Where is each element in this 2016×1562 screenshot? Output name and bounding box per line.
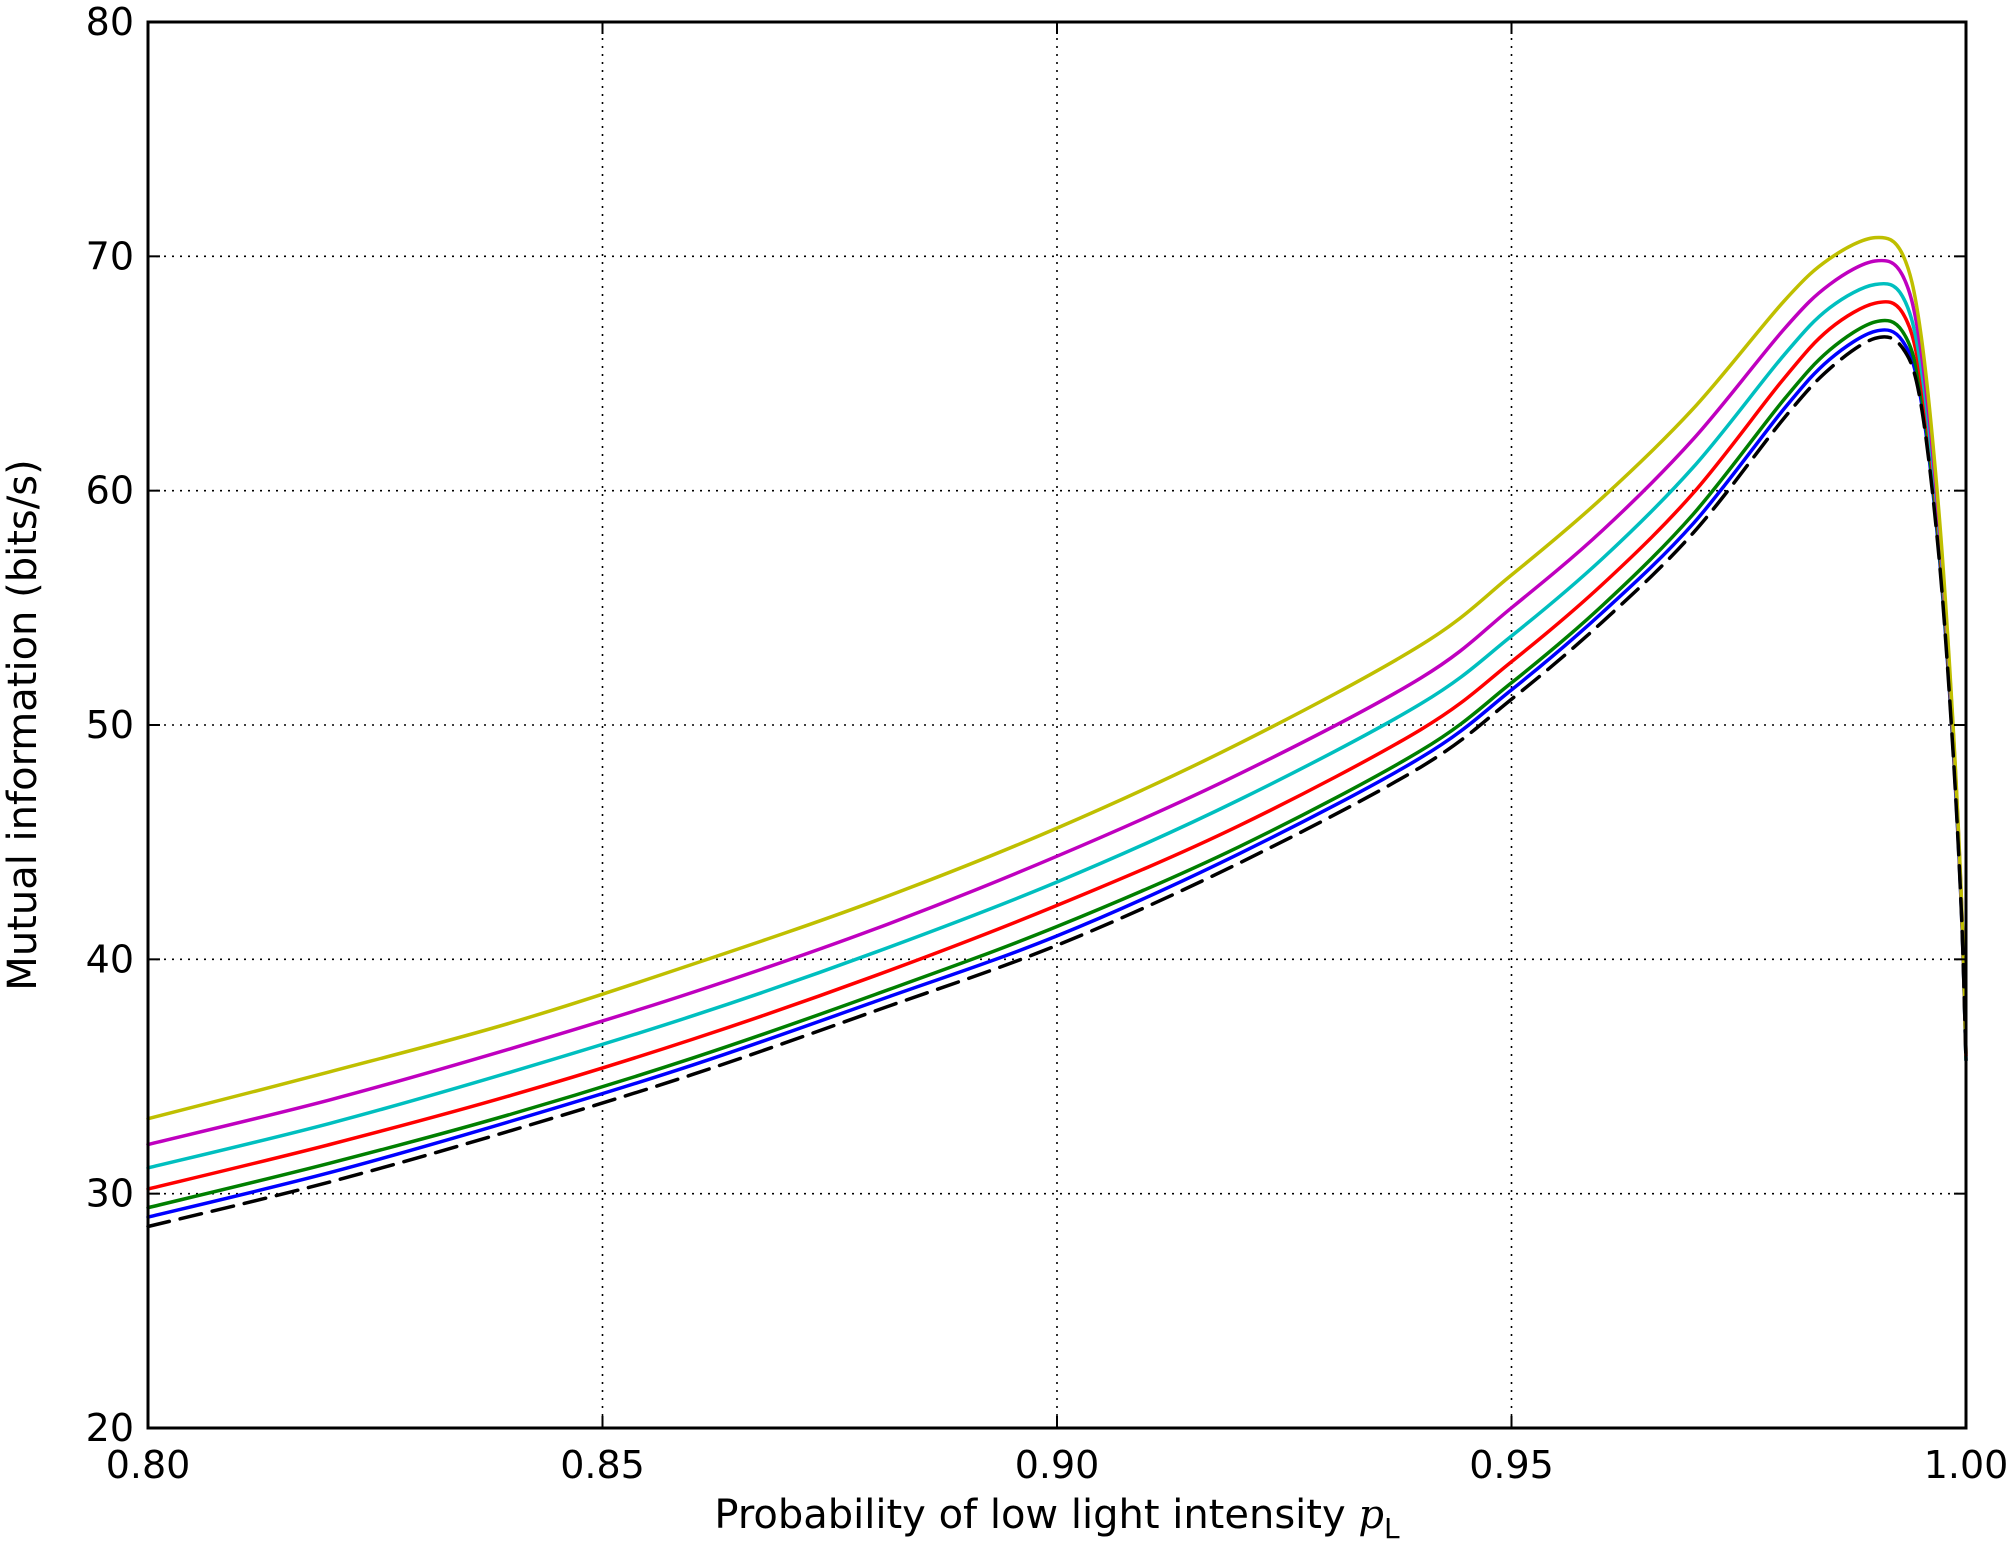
x-tick-label: 0.85 — [560, 1443, 645, 1487]
y-axis-label: Mutual information (bits/s) — [0, 459, 46, 990]
x-axis-label-symbol: p — [1358, 1492, 1384, 1538]
x-tick-labels: 0.80 0.85 0.90 0.95 1.00 — [106, 1443, 2009, 1487]
y-tick-label: 80 — [86, 0, 134, 44]
x-tick-label: 0.90 — [1015, 1443, 1100, 1487]
x-tick-label: 0.95 — [1469, 1443, 1554, 1487]
tick-marks — [147, 21, 1967, 1429]
x-axis-label: Probability of low light intensity pL — [714, 1492, 1400, 1545]
series-lines — [146, 235, 1968, 1229]
x-tick-label: 0.80 — [106, 1443, 191, 1487]
series-line-6 — [146, 235, 1968, 1121]
y-tick-label: 30 — [86, 1172, 134, 1216]
y-tick-labels: 20 30 40 50 60 70 80 — [86, 0, 134, 1450]
x-axis-label-subscript: L — [1384, 1512, 1400, 1545]
series-line-7 — [146, 335, 1968, 1229]
grid — [147, 21, 1967, 1429]
y-tick-label: 70 — [86, 234, 134, 278]
y-tick-label: 60 — [86, 469, 134, 513]
y-tick-label: 50 — [86, 703, 134, 747]
x-tick-label: 1.00 — [1924, 1443, 2009, 1487]
y-tick-label: 40 — [86, 937, 134, 981]
y-tick-label: 20 — [86, 1406, 134, 1450]
